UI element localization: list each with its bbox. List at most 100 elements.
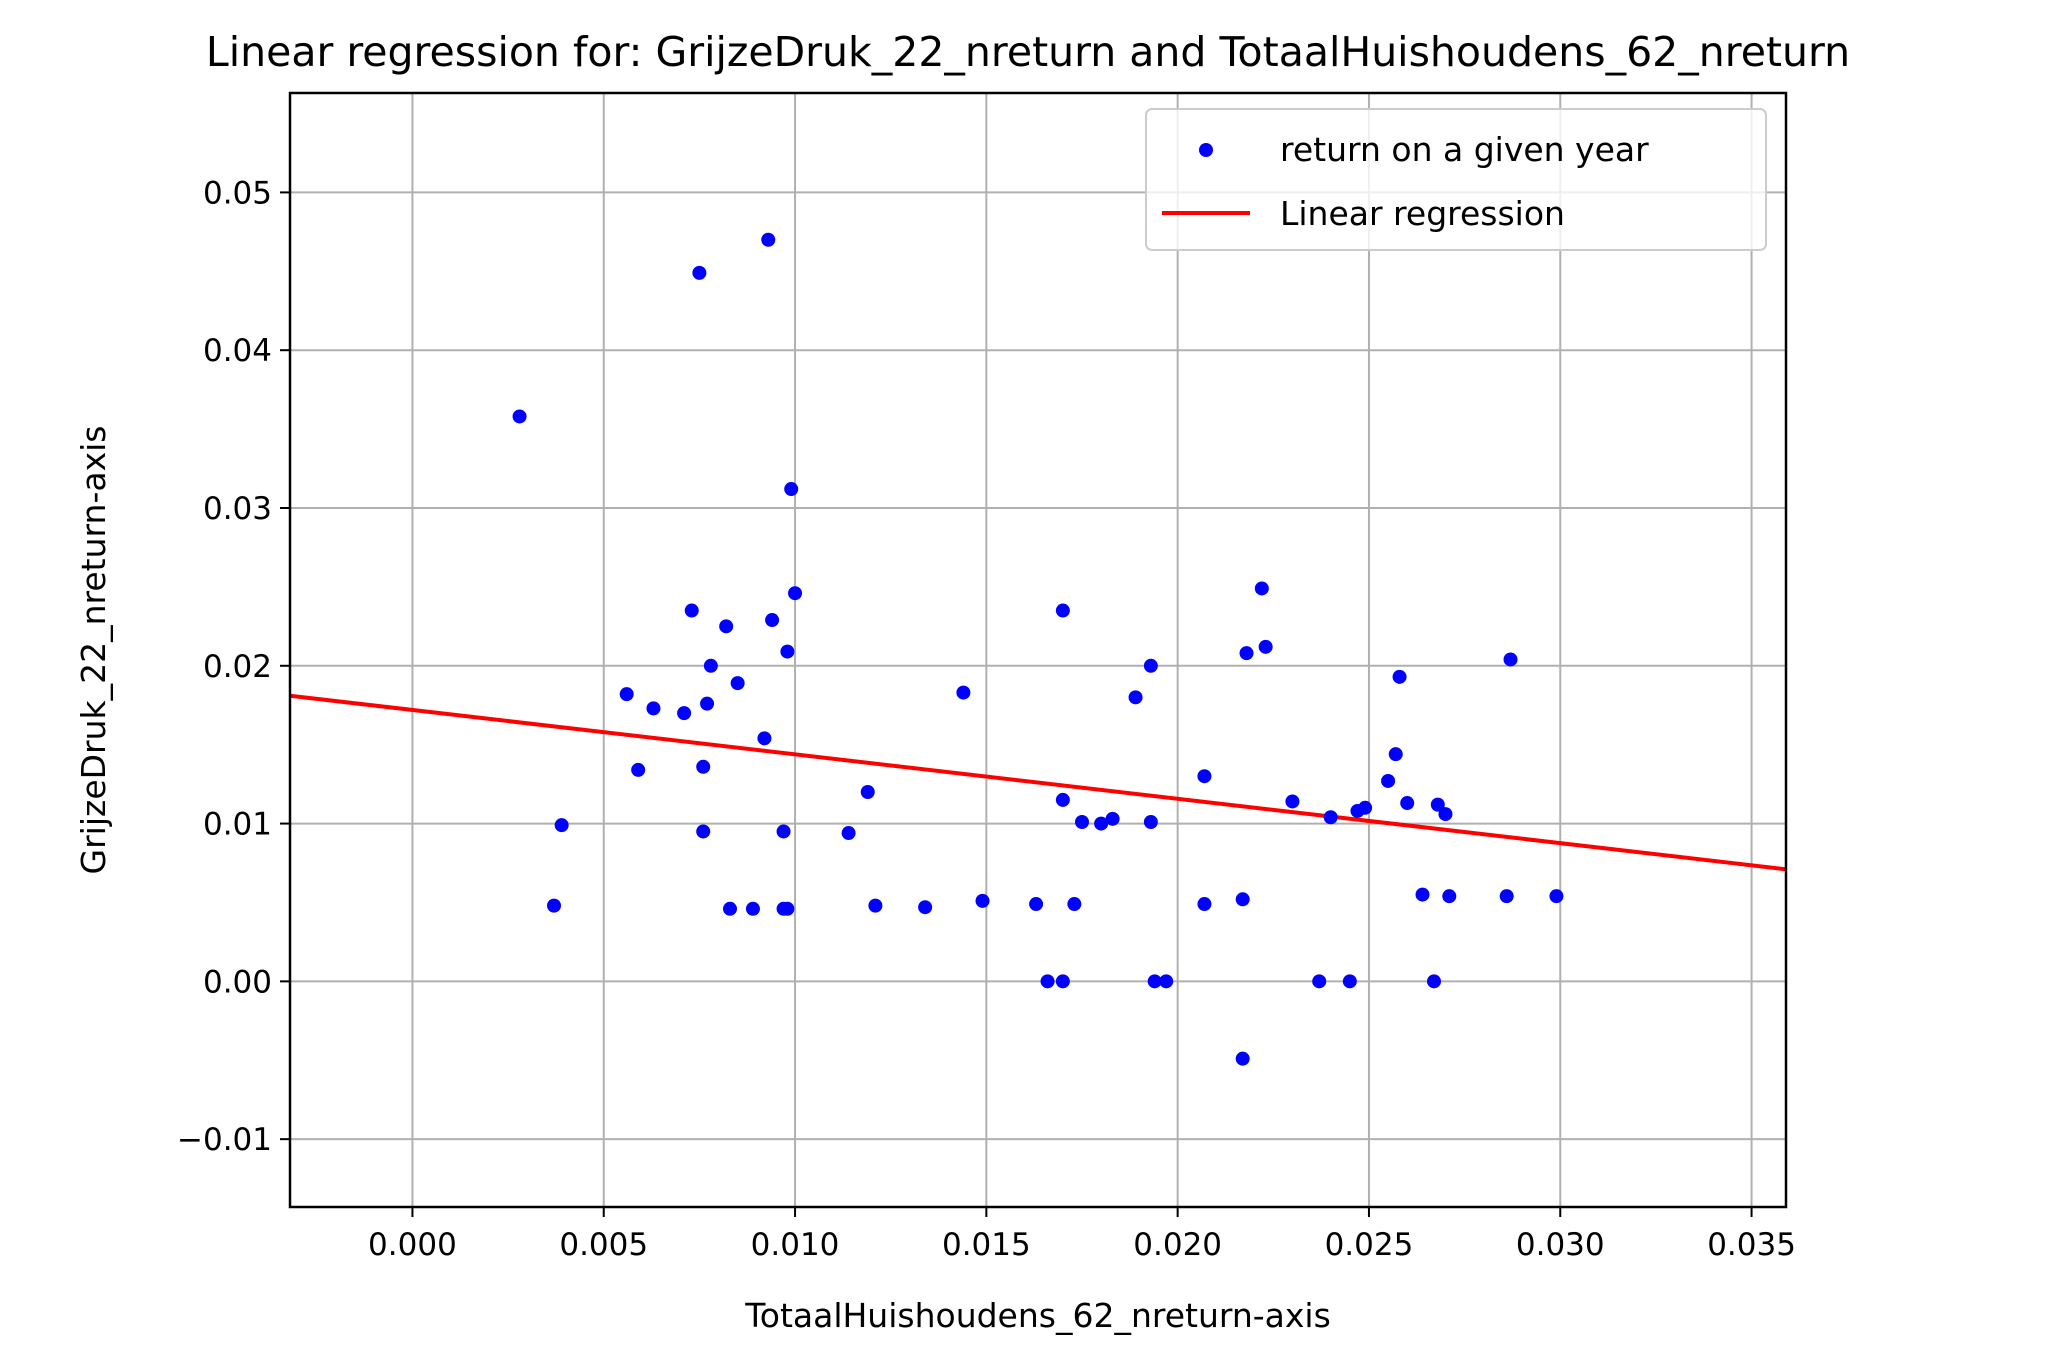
scatter-point (1285, 794, 1300, 809)
plot-frame (288, 91, 1788, 1209)
scatter-point (1055, 603, 1070, 618)
scatter-point (1430, 797, 1445, 812)
scatter-point (1549, 889, 1564, 904)
scatter-point (646, 701, 661, 716)
scatter-point (757, 731, 772, 746)
scatter-point (776, 824, 791, 839)
legend-label-scatter: return on a given year (1280, 130, 1649, 169)
grid-layer (290, 93, 1786, 1207)
scatter-point (975, 893, 990, 908)
scatter-point (1029, 897, 1044, 912)
x-tick-label: 0.030 (1516, 1227, 1605, 1263)
y-tick-label: 0.05 (203, 175, 272, 211)
scatter-point (788, 586, 803, 601)
points-layer (512, 232, 1564, 1066)
scatter-point (1147, 974, 1162, 989)
y-tick-label: 0.04 (203, 333, 272, 369)
regression-layer (289, 693, 1787, 872)
scatter-point (1503, 652, 1518, 667)
scatter-point (956, 685, 971, 700)
y-tick-label: 0.00 (203, 964, 272, 1000)
scatter-point (1415, 887, 1430, 902)
scatter-point (1312, 974, 1327, 989)
legend-scatter-marker (1199, 143, 1213, 157)
y-tick-label: 0.03 (203, 491, 272, 527)
scatter-point (1235, 1051, 1250, 1066)
scatter-point (1392, 669, 1407, 684)
scatter-point (1499, 889, 1514, 904)
legend: return on a given year Linear regression (1145, 108, 1767, 251)
scatter-point (780, 644, 795, 659)
scatter-point (1342, 974, 1357, 989)
scatter-point (1239, 646, 1254, 661)
scatter-point (700, 696, 715, 711)
scatter-point (918, 900, 933, 915)
scatter-point (1067, 897, 1082, 912)
scatter-point (1400, 796, 1415, 811)
scatter-point (703, 658, 718, 673)
scatter-point (1105, 811, 1120, 826)
scatter-point (719, 619, 734, 634)
scatter-point (1323, 810, 1338, 825)
scatter-point (547, 898, 561, 913)
scatter-point (1197, 769, 1212, 784)
x-tick-label: 0.010 (751, 1227, 840, 1263)
scatter-point (619, 687, 634, 702)
scatter-point (631, 762, 646, 777)
x-tick-label: 0.020 (1133, 1227, 1222, 1263)
scatter-point (1094, 816, 1109, 831)
regression-line (289, 693, 1787, 872)
scatter-point (761, 232, 776, 247)
chart-title: Linear regression for: GrijzeDruk_22_nre… (206, 28, 1850, 76)
scatter-point (1040, 974, 1055, 989)
scatter-point (1143, 814, 1158, 829)
scatter-point (1235, 892, 1250, 907)
scatter-point (868, 898, 883, 913)
scatter-point (1254, 581, 1269, 596)
scatter-point (1143, 658, 1158, 673)
x-tick-label: 0.000 (368, 1227, 457, 1263)
legend-label-regression: Linear regression (1280, 194, 1565, 233)
x-tick-label: 0.005 (559, 1227, 648, 1263)
x-tick-label: 0.025 (1325, 1227, 1414, 1263)
x-tick-label: 0.015 (942, 1227, 1031, 1263)
legend-box (1145, 108, 1767, 251)
scatter-point (765, 613, 780, 628)
scatter-point (1075, 814, 1089, 829)
scatter-point (1055, 792, 1070, 807)
scatter-point (745, 901, 760, 916)
scatter-point (696, 824, 711, 839)
scatter-point (1381, 773, 1396, 788)
scatter-point (692, 265, 707, 280)
scatter-point (730, 676, 745, 691)
y-tick-label: 0.01 (203, 807, 272, 843)
scatter-point (512, 409, 527, 424)
scatter-point (1427, 974, 1441, 989)
x-axis-title: TotaalHuishoudens_62_nreturn-axis (744, 1296, 1331, 1335)
scatter-point (780, 901, 795, 916)
scatter-point (784, 482, 799, 497)
scatter-point (860, 785, 875, 800)
scatter-point (554, 818, 569, 833)
scatter-point (1128, 690, 1143, 705)
scatter-point (723, 901, 737, 916)
y-tick-label: −0.01 (177, 1122, 272, 1158)
scatter-point (677, 706, 692, 721)
y-axis-title: GrijzeDruk_22_nreturn-axis (74, 426, 113, 875)
y-tick-label: 0.02 (203, 649, 272, 685)
scatter-point (684, 603, 699, 618)
scatter-point (1388, 747, 1403, 762)
scatter-point (1438, 807, 1453, 822)
scatter-point (1442, 889, 1457, 904)
ticks-layer: 0.000 0.005 0.010 0.015 0.020 0.025 0.030 0.035… (177, 175, 1796, 1263)
scatter-point (1258, 639, 1273, 654)
scatter-point (696, 759, 711, 774)
scatter-point (1197, 897, 1212, 912)
scatter-point (1358, 800, 1373, 815)
scatter-point (1055, 974, 1070, 989)
x-tick-label: 0.035 (1707, 1227, 1796, 1263)
scatter-point (1159, 974, 1174, 989)
scatter-point (841, 826, 856, 841)
